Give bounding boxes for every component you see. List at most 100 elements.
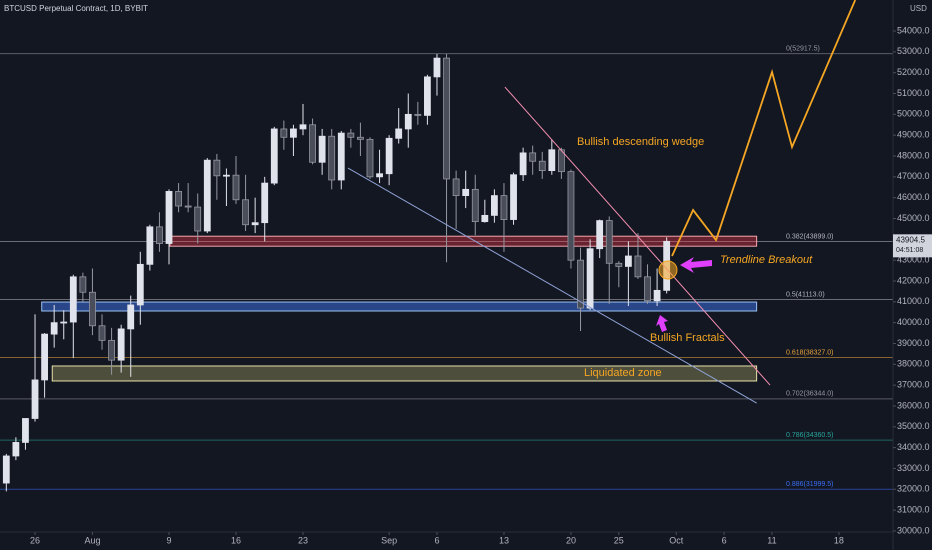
candle-body [500, 195, 508, 220]
y-tick-label: 47000.0 [897, 171, 930, 181]
arrow [656, 315, 668, 332]
candle-body [280, 128, 288, 138]
candle-body [203, 159, 211, 232]
fib-label: 0.618(38327.0) [786, 349, 833, 356]
candle-body [548, 149, 556, 171]
y-tick-label: 54000.0 [897, 25, 930, 35]
y-tick-label: 38000.0 [897, 359, 930, 369]
candle-body [290, 128, 297, 138]
y-tick-label: 49000.0 [897, 130, 930, 140]
candle-body [98, 325, 106, 341]
candle-body [22, 418, 29, 443]
y-tick-label: 30000.0 [897, 525, 930, 535]
plot-area: 0(52917.5) 0.382(43899.0) 0.5(41113.0) 0.61… [0, 0, 893, 492]
chart-title: BTCUSD Perpetual Contract, 1D, BYBIT [4, 4, 148, 13]
candle-body [615, 262, 623, 267]
candle-body [538, 160, 546, 171]
candle-body [529, 152, 537, 162]
x-tick-label: Oct [669, 535, 684, 545]
candle-body [194, 206, 202, 232]
y-tick-label: 53000.0 [897, 46, 930, 56]
fib-label: 0.886(31999.5) [786, 481, 833, 488]
trend-drawing [347, 167, 757, 404]
x-tick-label: 16 [231, 535, 241, 545]
candle-body [337, 132, 345, 181]
candle-body [567, 171, 575, 261]
candle-body [462, 188, 470, 196]
x-tick-label: 13 [499, 535, 509, 545]
candle-body [433, 57, 441, 78]
candle-body [2, 455, 10, 484]
y-tick-label: 50000.0 [897, 109, 930, 119]
candle-body [156, 226, 163, 244]
y-tick-label: 31000.0 [897, 505, 930, 515]
annotation: Trendline Breakout [720, 254, 813, 266]
countdown: 04:51:08 [896, 247, 923, 254]
candle-body [184, 205, 192, 208]
x-tick-label: 18 [834, 535, 844, 545]
currency: USD [910, 4, 927, 13]
zone [41, 301, 758, 312]
y-tick-label: 46000.0 [897, 192, 930, 202]
x-tick-label: 6 [434, 535, 439, 545]
price-tag-label: 43904.5 [896, 235, 925, 244]
price-tag [893, 234, 932, 258]
candle-body [395, 128, 403, 139]
y-tick-label: 35000.0 [897, 421, 930, 431]
x-tick-label: 26 [30, 535, 40, 545]
annotation: Bullish descending wedge [577, 136, 704, 148]
candle-body [586, 248, 594, 309]
candle-body [136, 263, 144, 306]
fib-label: 0.5(41113.0) [786, 291, 825, 298]
highlight-circle [658, 260, 678, 280]
annotation: Liquidated zone [584, 367, 662, 379]
candle-body [251, 222, 259, 226]
candle-body [490, 195, 498, 216]
y-tick-label: 51000.0 [897, 88, 930, 98]
candle-body [644, 276, 651, 302]
annotation: Bullish Fractals [650, 332, 725, 344]
zone [51, 365, 758, 382]
candle-body [79, 276, 87, 293]
candle-body [127, 304, 135, 330]
arrow [680, 257, 712, 273]
candle-body [357, 136, 364, 140]
candle-body [318, 135, 326, 163]
candle-body [366, 138, 374, 178]
candle-body [481, 214, 489, 223]
candle-body [443, 57, 450, 180]
candle-body [634, 255, 642, 278]
candle-body [89, 291, 96, 327]
x-tick-label: 23 [298, 535, 308, 545]
y-tick-label: 32000.0 [897, 484, 930, 494]
x-tick-label: Aug [84, 535, 100, 545]
candle-body [624, 255, 632, 267]
x-tick-label: 20 [566, 535, 576, 545]
y-tick-label: 45000.0 [897, 213, 930, 223]
candle-body [424, 76, 431, 116]
candle-body [108, 339, 115, 361]
candle-body [117, 328, 125, 361]
candle-body [653, 289, 661, 302]
candle-body [376, 173, 383, 178]
candle-body [596, 220, 604, 250]
y-tick-label: 52000.0 [897, 67, 930, 77]
y-tick-label: 42000.0 [897, 275, 930, 285]
candle-body [385, 137, 393, 175]
candle-body [328, 135, 336, 181]
y-tick-label: 39000.0 [897, 338, 930, 348]
candle-body [452, 178, 460, 196]
candle-body [146, 226, 154, 265]
y-tick-label: 40000.0 [897, 317, 930, 327]
y-tick-label: 36000.0 [897, 400, 930, 410]
y-tick-label: 41000.0 [897, 296, 930, 306]
fib-label: 0(52917.5) [786, 45, 820, 52]
trend-drawing [504, 86, 771, 386]
fib-label: 0.702(36344.0) [786, 391, 833, 398]
candle-body [510, 174, 517, 220]
trend-drawing [671, 0, 857, 257]
y-tick-label: 43000.0 [897, 255, 930, 265]
candle-body [41, 333, 48, 381]
candle-body [404, 113, 412, 130]
